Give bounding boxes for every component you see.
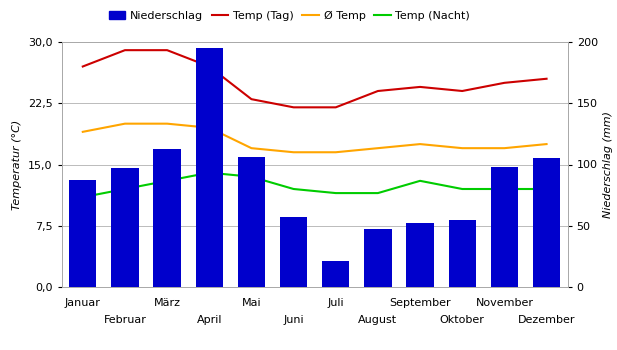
Bar	[196, 48, 223, 287]
Bar	[364, 230, 392, 287]
Bar	[449, 220, 476, 287]
Text: Juni: Juni	[283, 315, 304, 325]
Bar	[280, 217, 307, 287]
Legend: Niederschlag, Temp (Tag), Ø Temp, Temp (Nacht): Niederschlag, Temp (Tag), Ø Temp, Temp (…	[104, 6, 474, 25]
Text: Oktober: Oktober	[440, 315, 485, 325]
Text: Juli: Juli	[328, 298, 344, 308]
Bar	[407, 223, 434, 287]
Bar	[69, 181, 96, 287]
Bar	[491, 167, 518, 287]
Text: Januar: Januar	[65, 298, 101, 308]
Text: November: November	[475, 298, 534, 308]
Bar	[533, 158, 560, 287]
Bar	[111, 168, 139, 287]
Text: März: März	[154, 298, 181, 308]
Text: September: September	[389, 298, 451, 308]
Y-axis label: Niederschlag (mm): Niederschlag (mm)	[603, 111, 613, 218]
Text: Dezember: Dezember	[518, 315, 575, 325]
Text: Mai: Mai	[242, 298, 261, 308]
Text: April: April	[197, 315, 222, 325]
Y-axis label: Temperatur (°C): Temperatur (°C)	[12, 119, 22, 210]
Text: Februar: Februar	[104, 315, 146, 325]
Bar	[322, 261, 349, 287]
Bar	[238, 157, 265, 287]
Bar	[154, 148, 181, 287]
Text: August: August	[358, 315, 397, 325]
